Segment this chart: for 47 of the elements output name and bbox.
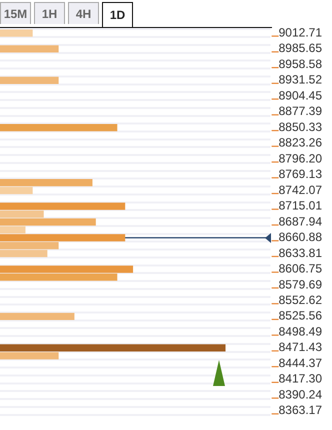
bar — [0, 242, 59, 250]
bar — [0, 218, 96, 226]
y-tick-label: 8742.07 — [278, 182, 322, 197]
y-tick-label: 8444.37 — [278, 356, 322, 370]
bar — [0, 210, 44, 218]
y-tick-label: 8715.01 — [278, 198, 322, 213]
text: 1D — [102, 2, 133, 27]
bar — [0, 226, 26, 234]
y-tick-label: 8958.58 — [278, 56, 322, 71]
bar — [0, 45, 59, 52]
bar — [0, 250, 48, 258]
y-tick-label: 8390.24 — [278, 387, 322, 402]
y-tick-label: 8660.88 — [278, 230, 322, 244]
y-tick-label: 8525.56 — [278, 308, 322, 323]
bar — [0, 202, 126, 210]
y-tick-label: 8498.49 — [278, 324, 322, 338]
y-tick-label: 8769.13 — [278, 167, 322, 182]
bar — [0, 352, 59, 360]
bar — [0, 186, 33, 194]
y-tick-label: 8417.30 — [278, 372, 322, 386]
bar — [0, 266, 134, 273]
bar — [0, 312, 74, 320]
y-tick-label: 8363.17 — [278, 403, 322, 418]
y-tick-label: 8931.52 — [278, 72, 322, 87]
text: 4H — [68, 2, 99, 24]
bar — [0, 30, 33, 37]
y-tick-label: 8904.45 — [278, 88, 322, 102]
y-tick-label: 8796.20 — [278, 151, 322, 166]
bar — [0, 179, 92, 186]
y-tick-label: 8823.26 — [278, 136, 322, 150]
y-tick-label: 8687.94 — [278, 214, 322, 228]
y-tick-label: 8606.75 — [278, 262, 322, 276]
y-tick-label: 8552.62 — [278, 293, 322, 308]
y-tick-label: 9012.71 — [278, 25, 322, 40]
y-tick-label: 8985.65 — [278, 41, 322, 56]
y-tick-label: 8579.69 — [278, 277, 322, 292]
text: 15M — [0, 2, 31, 24]
y-tick-label: 8877.39 — [278, 104, 322, 118]
bar — [0, 344, 226, 352]
bar — [0, 76, 59, 84]
bar — [0, 124, 118, 132]
text: 1H — [34, 2, 65, 24]
bar — [0, 273, 118, 281]
y-tick-label: 8471.43 — [278, 340, 322, 354]
bar — [0, 234, 126, 242]
y-tick-label: 8633.81 — [278, 246, 322, 260]
y-tick-label: 8850.33 — [278, 120, 322, 134]
